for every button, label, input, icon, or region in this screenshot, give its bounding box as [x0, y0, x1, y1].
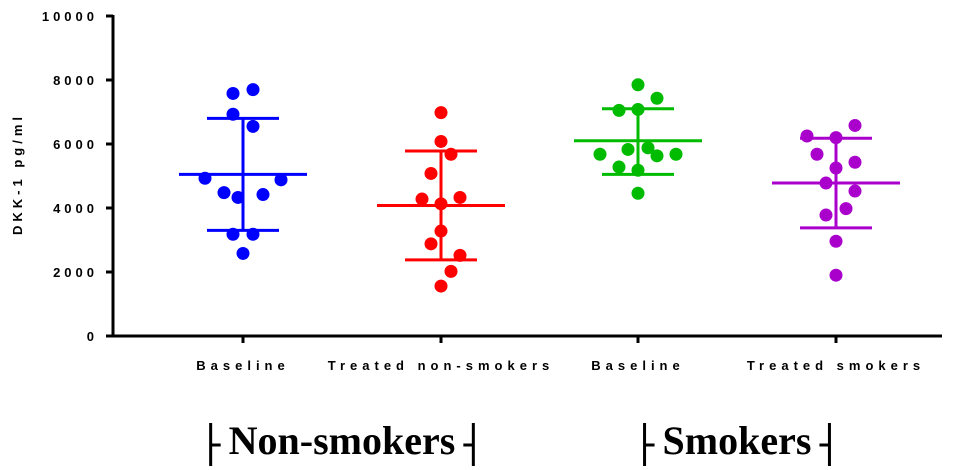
data-point [641, 141, 655, 155]
data-point [593, 147, 607, 161]
data-point [434, 279, 448, 293]
data-point [848, 155, 862, 169]
data-point [848, 118, 862, 132]
data-point [434, 134, 448, 148]
data-point [829, 268, 843, 282]
data-point [621, 142, 635, 156]
data-point [669, 147, 683, 161]
data-point [217, 186, 231, 200]
data-point [612, 103, 626, 117]
data-point [453, 190, 467, 204]
group-label-text: Non-smokers [229, 418, 456, 463]
data-point [246, 119, 260, 133]
y-tick-label: 4000 [53, 201, 98, 216]
data-point [256, 188, 270, 202]
y-tick-label: 10000 [42, 9, 98, 24]
category-label-1: Baseline [196, 358, 289, 373]
data-markers [179, 78, 900, 293]
data-point [800, 129, 814, 143]
data-point [246, 83, 260, 97]
data-point [631, 78, 645, 92]
y-axis-ticks: 0 2000 4000 6000 8000 10000 [42, 9, 113, 344]
data-point [810, 147, 824, 161]
data-point [424, 166, 438, 180]
data-point [444, 264, 458, 278]
data-point [650, 149, 664, 163]
category-label-3: Baseline [591, 358, 684, 373]
y-tick-label: 2000 [53, 265, 98, 280]
data-point [631, 186, 645, 200]
group-label-text: Smokers [663, 418, 812, 463]
category-label-4: Treated smokers [747, 358, 925, 373]
data-point [819, 208, 833, 222]
y-tick-label: 6000 [53, 137, 98, 152]
category-label-2: Treated non-smokers [328, 358, 555, 373]
data-point [424, 237, 438, 251]
group-1: Non-smokers [209, 418, 475, 466]
group-2: Smokers [643, 418, 831, 466]
data-point [848, 184, 862, 198]
data-point [236, 246, 250, 260]
group-labels: Non-smokers Smokers [209, 418, 831, 466]
data-point [612, 160, 626, 174]
series-3 [574, 78, 702, 200]
series-2 [377, 106, 505, 293]
data-point [434, 106, 448, 120]
data-point [274, 173, 288, 187]
data-point [839, 202, 853, 216]
data-point [231, 190, 245, 204]
data-point [650, 91, 664, 105]
data-point [226, 86, 240, 100]
data-point [415, 192, 429, 206]
category-labels: Baseline Treated non-smokers Baseline Treat… [196, 358, 925, 373]
series-1 [179, 83, 307, 260]
series-4 [772, 118, 900, 282]
data-point [829, 234, 843, 248]
chart-axes [111, 15, 942, 343]
y-tick-label: 0 [87, 329, 98, 344]
y-axis-title: DKK-1 pg/ml [10, 113, 25, 235]
y-tick-label: 8000 [53, 73, 98, 88]
